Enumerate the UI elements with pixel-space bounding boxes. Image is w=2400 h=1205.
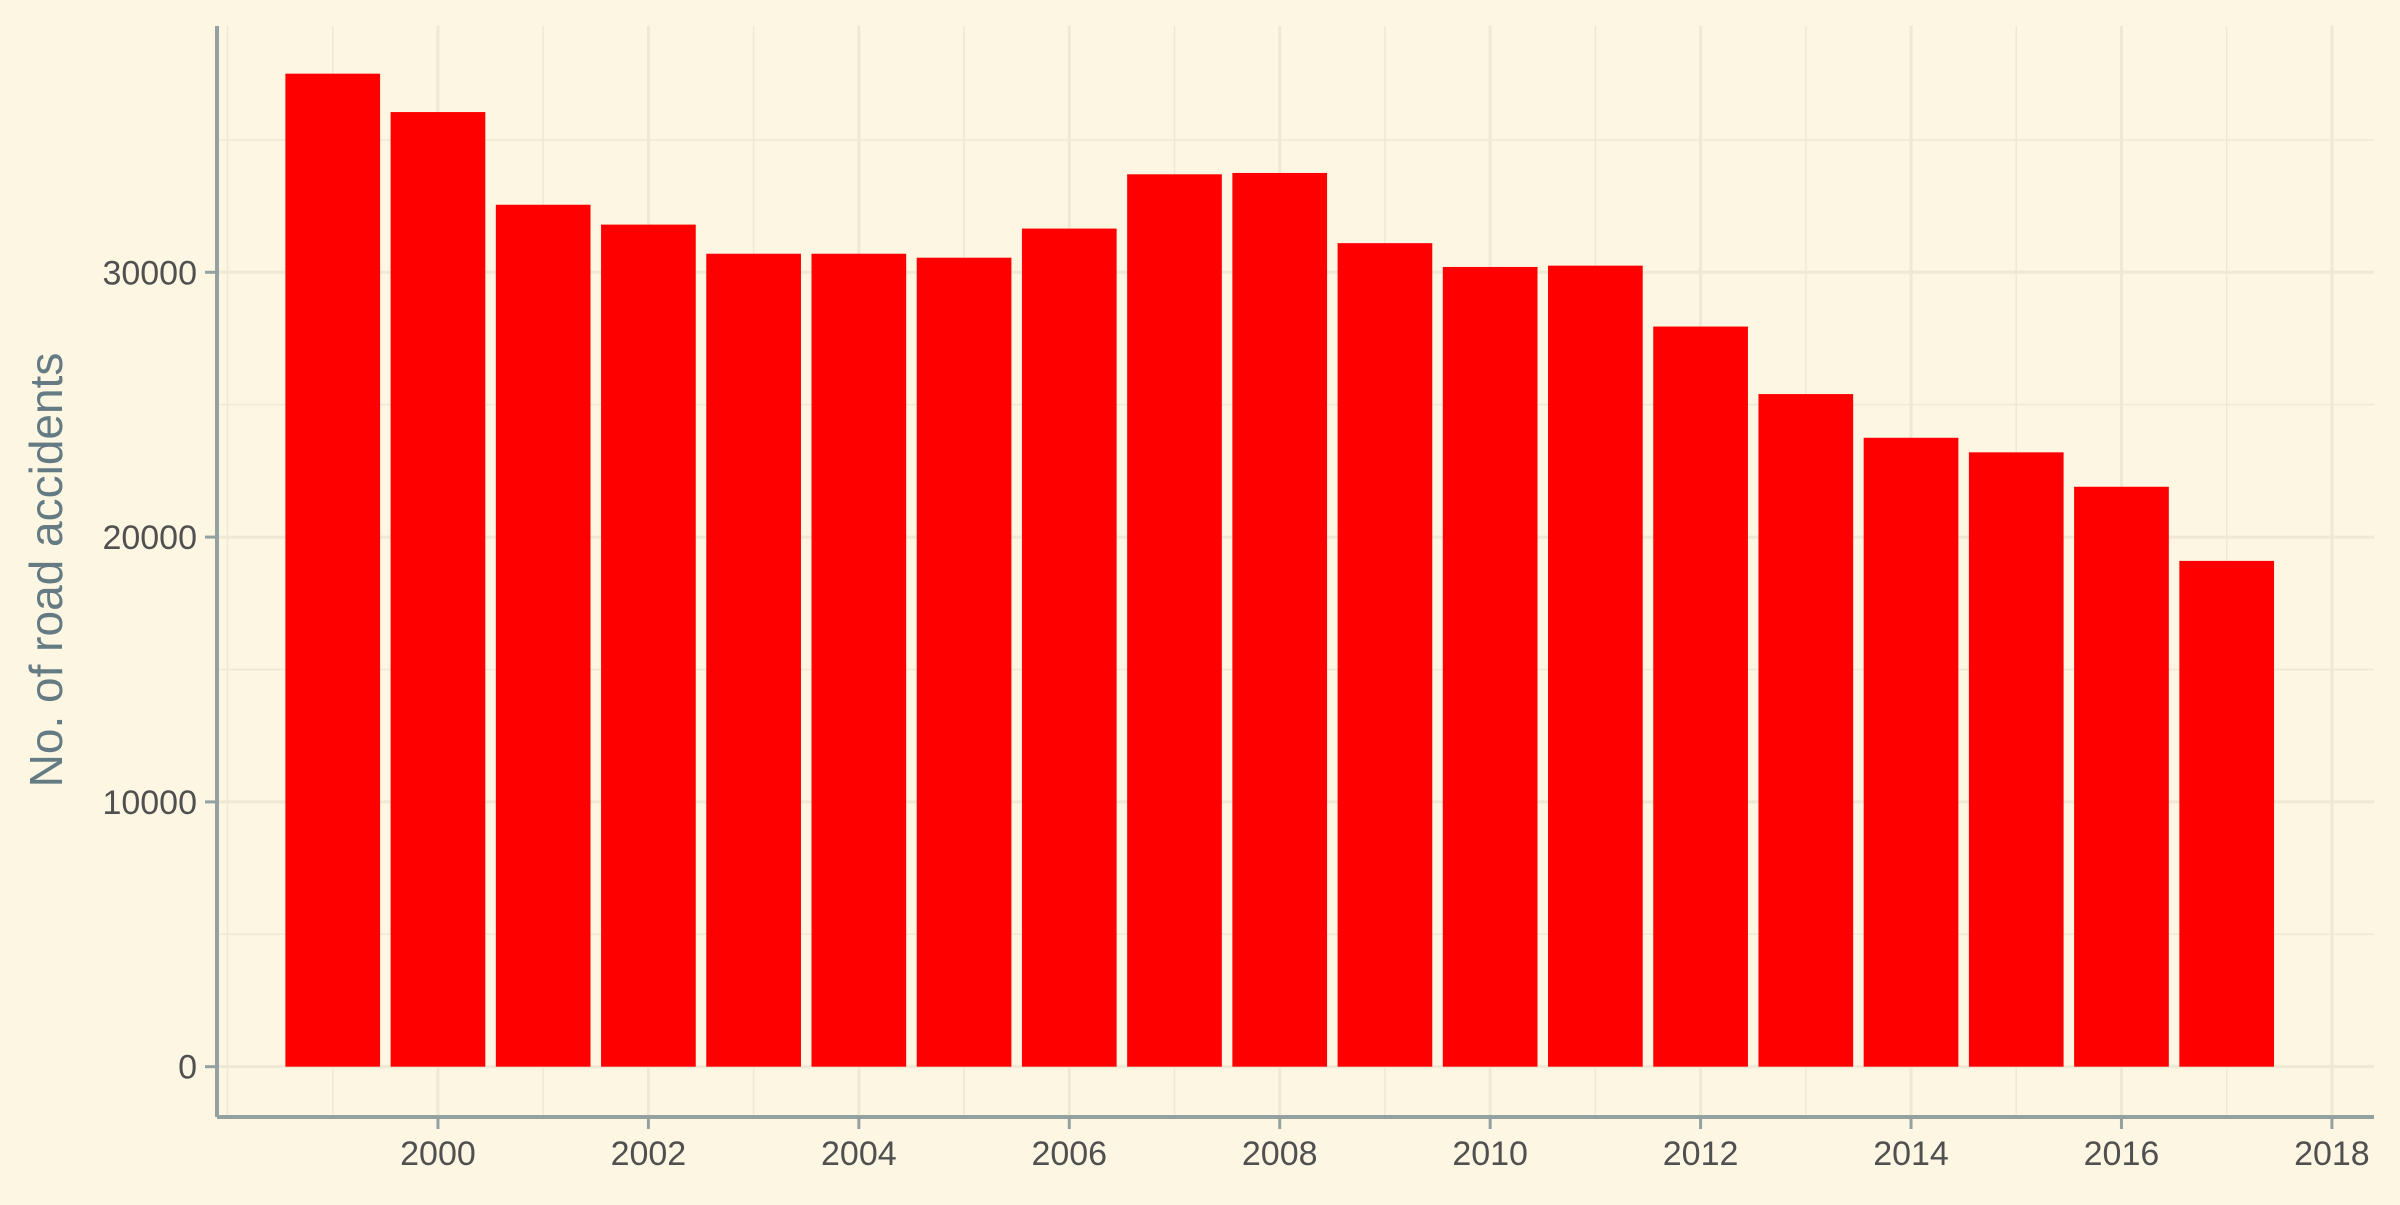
x-tick-label: 2008 xyxy=(1242,1135,1318,1173)
bar-2002 xyxy=(601,224,696,1067)
x-tick-label: 2016 xyxy=(2084,1135,2160,1173)
x-tick-label: 2014 xyxy=(1873,1135,1949,1173)
axes xyxy=(205,26,2374,1129)
bar-2016 xyxy=(2074,486,2169,1067)
bar-2007 xyxy=(1127,174,1222,1067)
bar-2000 xyxy=(390,112,486,1067)
x-tick-label: 2006 xyxy=(1031,1135,1107,1173)
bar-2014 xyxy=(1863,437,1959,1067)
y-axis-title: No. of road accidents xyxy=(20,353,72,788)
bar-2010 xyxy=(1442,266,1538,1067)
bar-2006 xyxy=(1021,228,1117,1067)
y-tick-label: 20000 xyxy=(102,519,197,557)
bar-2004 xyxy=(811,253,907,1067)
bar-2013 xyxy=(1758,394,1854,1067)
y-tick-label: 0 xyxy=(178,1049,197,1087)
x-tick-label: 2010 xyxy=(1452,1135,1528,1173)
x-tick-label: 2012 xyxy=(1663,1135,1739,1173)
bar-1999 xyxy=(285,73,381,1067)
y-tick-label: 10000 xyxy=(102,784,197,822)
x-tick-label: 2000 xyxy=(400,1135,476,1173)
bar-2009 xyxy=(1337,243,1433,1067)
y-tick-label: 30000 xyxy=(102,254,197,292)
bar-2005 xyxy=(916,257,1012,1067)
bar-2015 xyxy=(1968,452,2064,1067)
x-tick-label: 2004 xyxy=(821,1135,897,1173)
bar-2012 xyxy=(1653,326,1748,1067)
x-tick-label: 2018 xyxy=(2294,1135,2370,1173)
bars xyxy=(285,73,2275,1067)
bar-2003 xyxy=(706,253,801,1067)
bar-2011 xyxy=(1548,265,1643,1067)
bar-2017 xyxy=(2179,560,2275,1067)
bar-2001 xyxy=(495,204,591,1067)
x-tick-label: 2002 xyxy=(611,1135,687,1173)
bar-2008 xyxy=(1232,172,1328,1067)
tick-labels: 2000 2002 2004 2006 2008 2010 2012 2014 2016 2018… xyxy=(102,254,2369,1173)
